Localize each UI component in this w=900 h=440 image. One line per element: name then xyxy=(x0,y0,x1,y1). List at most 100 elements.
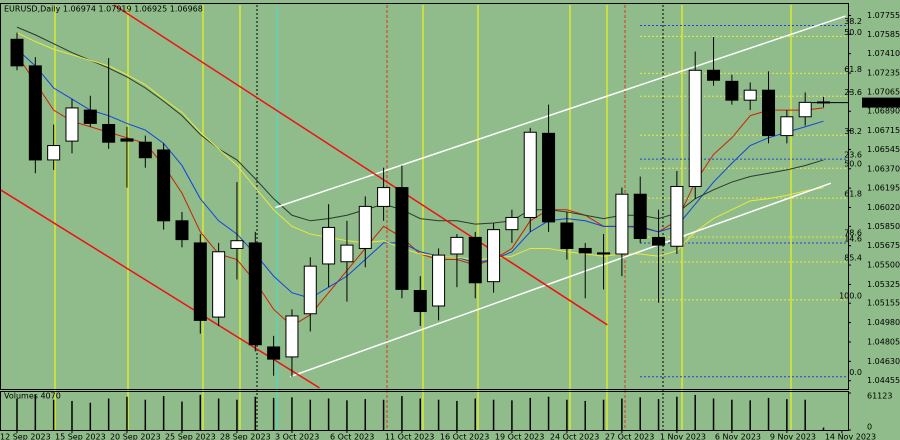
y-tick-label: 1.07065 xyxy=(867,87,900,96)
x-tick-label: 11 Oct 2023 xyxy=(385,433,434,440)
moving-average xyxy=(16,26,824,225)
candle-body xyxy=(597,252,611,255)
candle-body xyxy=(138,141,152,159)
candle-body xyxy=(578,247,592,254)
y-tick-label: 1.05675 xyxy=(867,241,900,250)
price-pane-frame xyxy=(0,3,849,390)
last-price-label: 1.06968 xyxy=(865,98,898,107)
candle-body xyxy=(340,244,354,263)
candle-body xyxy=(762,89,776,137)
fib-label: 23.6 xyxy=(844,151,862,160)
fib-label: 50.0 xyxy=(844,28,862,37)
y-tick-label: 1.05850 xyxy=(867,222,900,231)
candle-body xyxy=(248,242,262,346)
volume-pane-frame xyxy=(0,391,849,431)
fib-label: 14.6 xyxy=(844,235,862,244)
x-tick-label: 3 Oct 2023 xyxy=(275,433,319,440)
plot-layer: 38.250.061.823.638.223.650.061.878.614.6… xyxy=(0,4,900,440)
y-tick-label: 1.06715 xyxy=(867,126,900,135)
chart-title: EURUSD,Daily 1.06974 1.07919 1.06925 1.0… xyxy=(4,5,203,14)
trendline xyxy=(275,15,846,209)
y-tick-label: 1.07755 xyxy=(867,11,900,20)
candle-body xyxy=(468,236,482,284)
y-tick-label: 1.04980 xyxy=(867,318,900,327)
candle-body xyxy=(560,222,574,249)
candle-body xyxy=(633,193,647,239)
trendline xyxy=(289,182,832,378)
candle-body xyxy=(65,107,79,142)
candle-body xyxy=(28,65,42,161)
y-tick-label: 1.04455 xyxy=(867,376,900,385)
x-tick-label: 28 Sep 2023 xyxy=(220,433,271,440)
x-tick-label: 14 Nov 2023 xyxy=(825,433,876,440)
candle-body xyxy=(523,131,537,218)
candle-body xyxy=(193,242,207,321)
candle-body xyxy=(505,216,519,231)
candle-body xyxy=(798,101,812,118)
candle-body xyxy=(47,145,61,161)
candle-body xyxy=(542,132,556,223)
candle-body xyxy=(230,240,244,249)
candle-body xyxy=(615,193,629,255)
x-tick-label: 6 Oct 2023 xyxy=(330,433,374,440)
fib-label: 38.2 xyxy=(844,17,862,26)
candle-body xyxy=(395,187,409,290)
x-tick-label: 9 Nov 2023 xyxy=(770,433,816,440)
candle-body xyxy=(120,138,134,142)
x-tick-label: 1 Nov 2023 xyxy=(660,433,706,440)
candle-body xyxy=(377,187,391,207)
candle-body xyxy=(285,315,299,358)
x-tick-label: 12 Sep 2023 xyxy=(0,433,51,440)
candle-body xyxy=(267,346,281,360)
fib-label: 0.0 xyxy=(849,368,862,377)
candle-body xyxy=(157,149,171,222)
x-tick-label: 19 Oct 2023 xyxy=(495,433,544,440)
candle-body xyxy=(652,236,666,246)
candle-body xyxy=(175,220,189,241)
fib-label: 61.8 xyxy=(844,65,862,74)
candle-body xyxy=(212,251,226,318)
fib-label: 85.4 xyxy=(844,253,862,262)
candle-body xyxy=(10,38,24,67)
candle-body xyxy=(688,69,702,187)
candle-body xyxy=(487,229,501,283)
trendline xyxy=(113,4,608,326)
y-tick-label: 1.04630 xyxy=(867,357,900,366)
y-tick-label: 1.06020 xyxy=(867,203,900,212)
y-tick-label: 1.05500 xyxy=(867,261,900,270)
candle-body xyxy=(102,124,116,143)
candle-body xyxy=(707,69,721,81)
fib-label: 100.0 xyxy=(839,291,862,300)
y-tick-label: 1.06195 xyxy=(867,184,900,193)
x-tick-label: 24 Oct 2023 xyxy=(550,433,599,440)
fib-label: 23.6 xyxy=(844,88,862,97)
volume-tick-label: 61123 xyxy=(867,392,892,401)
candle-body xyxy=(413,290,427,313)
fib-label: 78.6 xyxy=(844,229,862,238)
fib-label: 61.8 xyxy=(844,190,862,199)
volume-title: Volumes 4070 xyxy=(4,392,61,401)
x-tick-label: 25 Sep 2023 xyxy=(165,433,216,440)
candle-body xyxy=(450,236,464,255)
candle-body xyxy=(670,185,684,247)
y-tick-label: 1.06545 xyxy=(867,145,900,154)
x-tick-label: 20 Sep 2023 xyxy=(110,433,161,440)
volume-tick-label: 0 xyxy=(867,423,872,432)
y-tick-label: 1.05325 xyxy=(867,280,900,289)
y-tick-label: 1.07410 xyxy=(867,49,900,58)
candle-body xyxy=(780,116,794,137)
y-tick-label: 1.07235 xyxy=(867,69,900,78)
y-tick-label: 1.04805 xyxy=(867,337,900,346)
moving-average xyxy=(16,32,824,261)
candle-body xyxy=(83,109,97,124)
fib-label: 38.2 xyxy=(844,127,862,136)
trendline xyxy=(0,189,320,389)
y-tick-label: 1.05155 xyxy=(867,299,900,308)
candle-body xyxy=(432,254,446,307)
last-price-box xyxy=(862,97,900,108)
x-tick-label: 6 Nov 2023 xyxy=(715,433,761,440)
x-tick-label: 15 Sep 2023 xyxy=(55,433,106,440)
candle-body xyxy=(322,226,336,265)
